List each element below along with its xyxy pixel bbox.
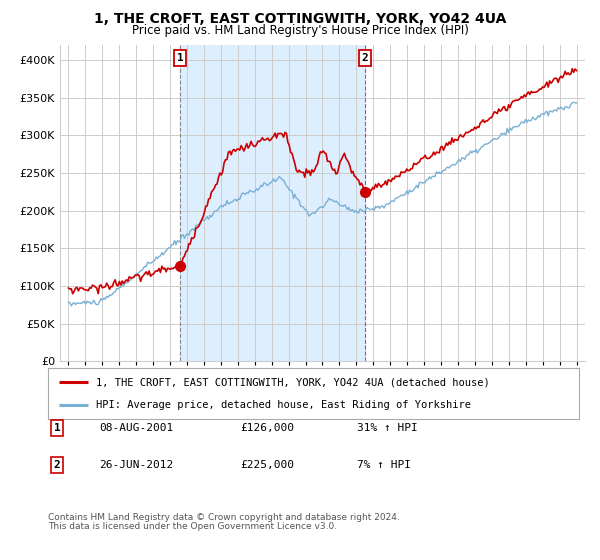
Text: HPI: Average price, detached house, East Riding of Yorkshire: HPI: Average price, detached house, East… bbox=[96, 400, 471, 410]
Text: 1: 1 bbox=[177, 53, 184, 63]
Text: 31% ↑ HPI: 31% ↑ HPI bbox=[357, 423, 418, 433]
Text: Contains HM Land Registry data © Crown copyright and database right 2024.: Contains HM Land Registry data © Crown c… bbox=[48, 513, 400, 522]
Bar bbox=[180, 45, 365, 361]
Text: 1: 1 bbox=[53, 423, 61, 433]
Text: 1, THE CROFT, EAST COTTINGWITH, YORK, YO42 4UA (detached house): 1, THE CROFT, EAST COTTINGWITH, YORK, YO… bbox=[96, 377, 490, 387]
Text: £126,000: £126,000 bbox=[240, 423, 294, 433]
Text: 7% ↑ HPI: 7% ↑ HPI bbox=[357, 460, 411, 470]
Text: Price paid vs. HM Land Registry's House Price Index (HPI): Price paid vs. HM Land Registry's House … bbox=[131, 24, 469, 36]
Text: 2: 2 bbox=[361, 53, 368, 63]
Text: 1, THE CROFT, EAST COTTINGWITH, YORK, YO42 4UA: 1, THE CROFT, EAST COTTINGWITH, YORK, YO… bbox=[94, 12, 506, 26]
Text: This data is licensed under the Open Government Licence v3.0.: This data is licensed under the Open Gov… bbox=[48, 522, 337, 531]
Text: 2: 2 bbox=[53, 460, 61, 470]
Text: 26-JUN-2012: 26-JUN-2012 bbox=[99, 460, 173, 470]
Text: £225,000: £225,000 bbox=[240, 460, 294, 470]
Text: 08-AUG-2001: 08-AUG-2001 bbox=[99, 423, 173, 433]
